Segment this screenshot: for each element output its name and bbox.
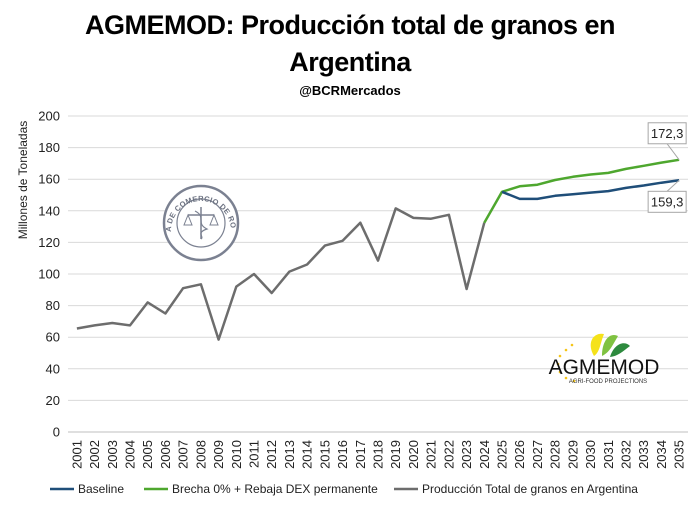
callout-box xyxy=(647,122,687,145)
y-tick-label: 200 xyxy=(38,109,60,124)
x-tick-label: 2035 xyxy=(672,440,687,469)
x-tick-label: 2032 xyxy=(619,440,634,469)
y-tick-label: 160 xyxy=(38,172,60,187)
x-tick-label: 2026 xyxy=(512,440,527,469)
svg-text:AGRI-FOOD PROJECTIONS: AGRI-FOOD PROJECTIONS xyxy=(569,379,647,385)
y-tick-label: 0 xyxy=(53,425,60,440)
x-tick-label: 2002 xyxy=(87,440,102,469)
callout-label: 172,3 xyxy=(651,126,684,141)
chart-title-line1: AGMEMOD: Producción total de granos en xyxy=(84,10,616,40)
x-tick-label: 2020 xyxy=(406,440,421,469)
legend-label: Brecha 0% + Rebaja DEX permanente xyxy=(172,482,378,496)
x-tick-label: 2033 xyxy=(636,440,651,469)
callout-label: 159,3 xyxy=(651,194,684,209)
x-tick-label: 2012 xyxy=(264,440,279,469)
x-tick-label: 2011 xyxy=(247,440,262,468)
baseline-line xyxy=(501,179,680,201)
scenario-line xyxy=(483,158,680,224)
x-tick-label: 2017 xyxy=(353,440,368,469)
x-tick-label: 2003 xyxy=(105,440,120,469)
chart-title-line2: Argentina xyxy=(289,47,411,77)
x-tick-label: 2007 xyxy=(176,440,191,469)
x-tick-label: 2005 xyxy=(140,440,155,469)
x-tick-label: 2016 xyxy=(335,440,350,469)
callout-leader xyxy=(666,179,680,192)
y-tick-label: 140 xyxy=(38,203,60,218)
x-tick-label: 2008 xyxy=(193,440,208,469)
x-tick-label: 2030 xyxy=(583,440,598,469)
x-tick-label: 2021 xyxy=(424,440,439,469)
y-tick-label: 60 xyxy=(46,330,60,345)
x-tick-label: 2009 xyxy=(211,440,226,469)
x-tick-label: 2015 xyxy=(317,440,332,469)
x-tick-label: 2034 xyxy=(654,440,669,469)
callout-box xyxy=(647,190,687,213)
x-tick-label: 2006 xyxy=(158,440,173,469)
x-tick-label: 2031 xyxy=(601,440,616,469)
x-tick-label: 2019 xyxy=(388,440,403,469)
y-tick-label: 80 xyxy=(46,298,60,313)
x-tick-label: 2023 xyxy=(459,440,474,469)
x-tick-label: 2028 xyxy=(548,440,563,469)
y-tick-label: 40 xyxy=(46,361,60,376)
x-tick-label: 2029 xyxy=(565,440,580,469)
y-tick-label: 20 xyxy=(46,393,60,408)
svg-text:AGMEMOD: AGMEMOD xyxy=(549,356,660,379)
y-tick-label: 180 xyxy=(38,140,60,155)
legend-label: Baseline xyxy=(78,482,124,496)
y-tick-label: 120 xyxy=(38,235,60,250)
x-tick-label: 2024 xyxy=(477,440,492,469)
x-tick-label: 2027 xyxy=(530,440,545,469)
x-tick-label: 2014 xyxy=(300,440,315,469)
y-tick-label: 100 xyxy=(38,267,60,282)
x-tick-label: 2004 xyxy=(123,440,138,469)
x-tick-label: 2001 xyxy=(69,440,84,469)
x-tick-label: 2010 xyxy=(229,440,244,469)
series-lines xyxy=(76,158,680,341)
y-tick-labels: 0 20 40 60 80 100 120 140 160 180 200 xyxy=(38,109,60,440)
twitter-handle: @BCRMercados xyxy=(299,83,401,98)
x-tick-label: 2018 xyxy=(371,440,386,469)
y-axis-label: Millones de Toneladas xyxy=(16,121,30,240)
history-line xyxy=(76,207,486,341)
x-tick-label: 2022 xyxy=(441,440,456,469)
legend: Baseline Brecha 0% + Rebaja DEX permanent… xyxy=(50,482,638,496)
callout-leader xyxy=(666,143,680,161)
x-tick-label: 2025 xyxy=(495,440,510,469)
x-tick-label: 2013 xyxy=(282,440,297,469)
value-callouts: 172,3 159,3 xyxy=(647,122,687,213)
legend-label: Producción Total de granos en Argentina xyxy=(422,482,638,496)
x-tick-labels: 2001 2002 2003 2004 2005 2006 2007 2008 2009 2010… xyxy=(69,440,686,469)
bcr-seal-logo: BOLSA DE COMERCIO DE ROSARIO xyxy=(162,184,240,262)
agmemod-logo: AGMEMOD AGRI-FOOD PROJECTIONS xyxy=(549,333,660,385)
